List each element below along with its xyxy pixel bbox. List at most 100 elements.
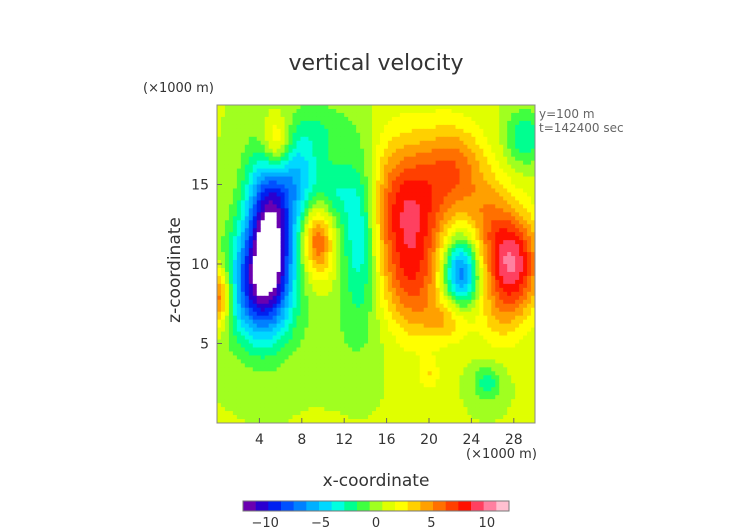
heatmap-cell xyxy=(240,240,246,245)
heatmap-cell xyxy=(272,244,278,249)
heatmap-cell xyxy=(217,267,222,273)
heatmap-cell xyxy=(475,267,480,273)
heatmap-cell xyxy=(248,275,254,281)
heatmap-cell xyxy=(276,299,282,305)
heatmap-cell xyxy=(332,128,337,134)
heatmap-cell xyxy=(519,236,524,241)
heatmap-cell xyxy=(252,335,258,340)
heatmap-cell xyxy=(312,148,317,154)
heatmap-cell xyxy=(308,152,313,158)
heatmap-cell xyxy=(272,331,278,336)
heatmap-cell xyxy=(379,188,385,193)
heatmap-cell xyxy=(435,264,441,269)
heatmap-cell xyxy=(399,105,405,110)
heatmap-cell xyxy=(228,224,234,229)
heatmap-cell xyxy=(244,315,250,321)
heatmap-cell xyxy=(379,303,385,309)
heatmap-cell xyxy=(451,303,456,309)
heatmap-cell xyxy=(411,260,417,265)
heatmap-cell xyxy=(431,291,437,297)
heatmap-cell xyxy=(435,128,441,134)
heatmap-cell xyxy=(495,339,500,344)
heatmap-cell xyxy=(344,351,349,356)
heatmap-cell xyxy=(503,228,508,233)
heatmap-cell xyxy=(300,132,305,138)
heatmap-cell xyxy=(268,184,274,189)
heatmap-cell xyxy=(451,152,456,158)
heatmap-cell xyxy=(523,184,528,189)
heatmap-cell xyxy=(300,124,305,130)
heatmap-cell xyxy=(515,244,520,249)
heatmap-cell xyxy=(415,192,421,197)
heatmap-cell xyxy=(463,148,468,154)
heatmap-cell xyxy=(443,232,448,237)
heatmap-cell xyxy=(240,196,246,201)
heatmap-cell xyxy=(459,208,464,213)
heatmap-cell xyxy=(443,279,448,285)
heatmap-cell xyxy=(332,264,337,269)
heatmap-cell xyxy=(387,240,393,245)
heatmap-cell xyxy=(217,295,222,301)
heatmap-cell xyxy=(256,351,262,356)
heatmap-cell xyxy=(260,188,266,193)
heatmap-cell xyxy=(419,335,425,340)
heatmap-cell xyxy=(368,212,373,217)
heatmap-cell xyxy=(324,212,329,217)
heatmap-cell xyxy=(435,335,441,340)
heatmap-cell xyxy=(228,260,234,265)
heatmap-cell xyxy=(292,196,297,201)
heatmap-cell xyxy=(483,144,488,150)
heatmap-cell xyxy=(217,220,222,225)
heatmap-cell xyxy=(415,180,421,185)
heatmap-cell xyxy=(292,256,297,261)
heatmap-cell xyxy=(228,156,234,162)
heatmap-cell xyxy=(399,164,405,170)
heatmap-cell xyxy=(471,244,476,249)
heatmap-cell xyxy=(427,287,433,293)
heatmap-cell xyxy=(463,108,468,114)
heatmap-cell xyxy=(288,180,293,185)
heatmap-cell xyxy=(431,343,437,348)
heatmap-cell xyxy=(379,343,385,348)
heatmap-cell xyxy=(455,204,460,209)
heatmap-cell xyxy=(224,248,230,253)
heatmap-cell xyxy=(244,196,250,201)
heatmap-cell xyxy=(280,136,285,142)
heatmap-cell xyxy=(368,208,373,213)
heatmap-cell xyxy=(292,204,297,209)
heatmap-cell xyxy=(256,128,262,134)
heatmap-cell xyxy=(352,180,357,185)
heatmap-cell xyxy=(519,172,524,177)
heatmap-cell xyxy=(280,228,285,233)
heatmap-cell xyxy=(296,232,301,237)
heatmap-cell xyxy=(316,176,321,181)
heatmap-cell xyxy=(491,335,496,340)
heatmap-cell xyxy=(344,140,349,146)
heatmap-cell xyxy=(463,236,468,241)
heatmap-cell xyxy=(475,347,480,352)
heatmap-cell xyxy=(284,327,289,332)
heatmap-cell xyxy=(368,160,373,166)
heatmap-cell xyxy=(379,224,385,229)
heatmap-cell xyxy=(499,160,504,166)
heatmap-cell xyxy=(336,351,341,356)
heatmap-cell xyxy=(519,303,524,309)
heatmap-cell xyxy=(463,339,468,344)
heatmap-cell xyxy=(511,319,516,325)
heatmap-cell xyxy=(288,267,293,273)
heatmap-cell xyxy=(316,148,321,154)
heatmap-cell xyxy=(356,256,361,261)
heatmap-cell xyxy=(507,144,512,150)
heatmap-cell xyxy=(312,351,317,356)
heatmap-cell xyxy=(304,164,309,170)
heatmap-cell xyxy=(368,108,373,114)
heatmap-cell xyxy=(395,287,401,293)
heatmap-cell xyxy=(232,248,238,253)
heatmap-cell xyxy=(232,307,238,313)
heatmap-cell xyxy=(224,311,230,317)
heatmap-cell xyxy=(344,152,349,158)
heatmap-cell xyxy=(491,200,496,205)
heatmap-cell xyxy=(527,228,532,233)
heatmap-cell xyxy=(431,105,437,110)
heatmap-cell xyxy=(368,156,373,162)
